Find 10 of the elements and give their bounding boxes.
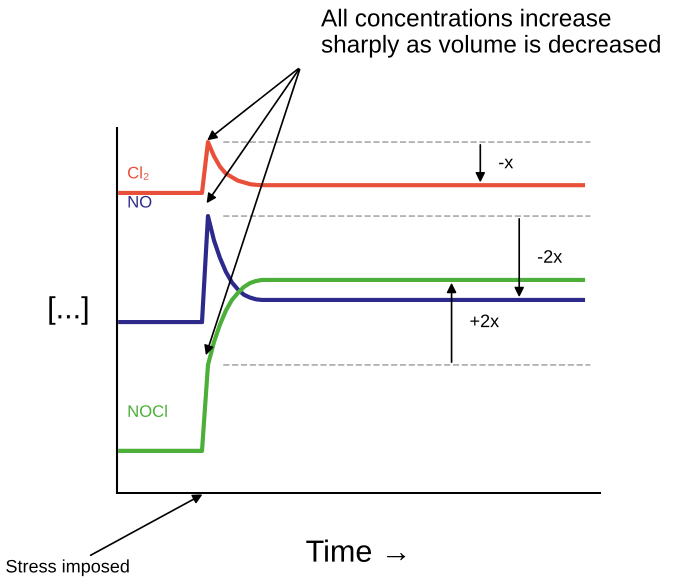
text: NOCl bbox=[128, 404, 167, 418]
annotation: +2x bbox=[470, 314, 499, 328]
text: NO bbox=[128, 196, 152, 208]
annotation: -x bbox=[499, 158, 514, 168]
annotation: -2x bbox=[538, 250, 562, 263]
x-axis-title: Time → bbox=[306, 540, 406, 562]
text: All concentrations increase sharply as volume is decreased bbox=[321, 8, 660, 58]
y-axis-title: [...] bbox=[49, 296, 88, 325]
series-label: Cl₂ bbox=[128, 166, 149, 180]
text: Stress imposed bbox=[6, 559, 129, 576]
